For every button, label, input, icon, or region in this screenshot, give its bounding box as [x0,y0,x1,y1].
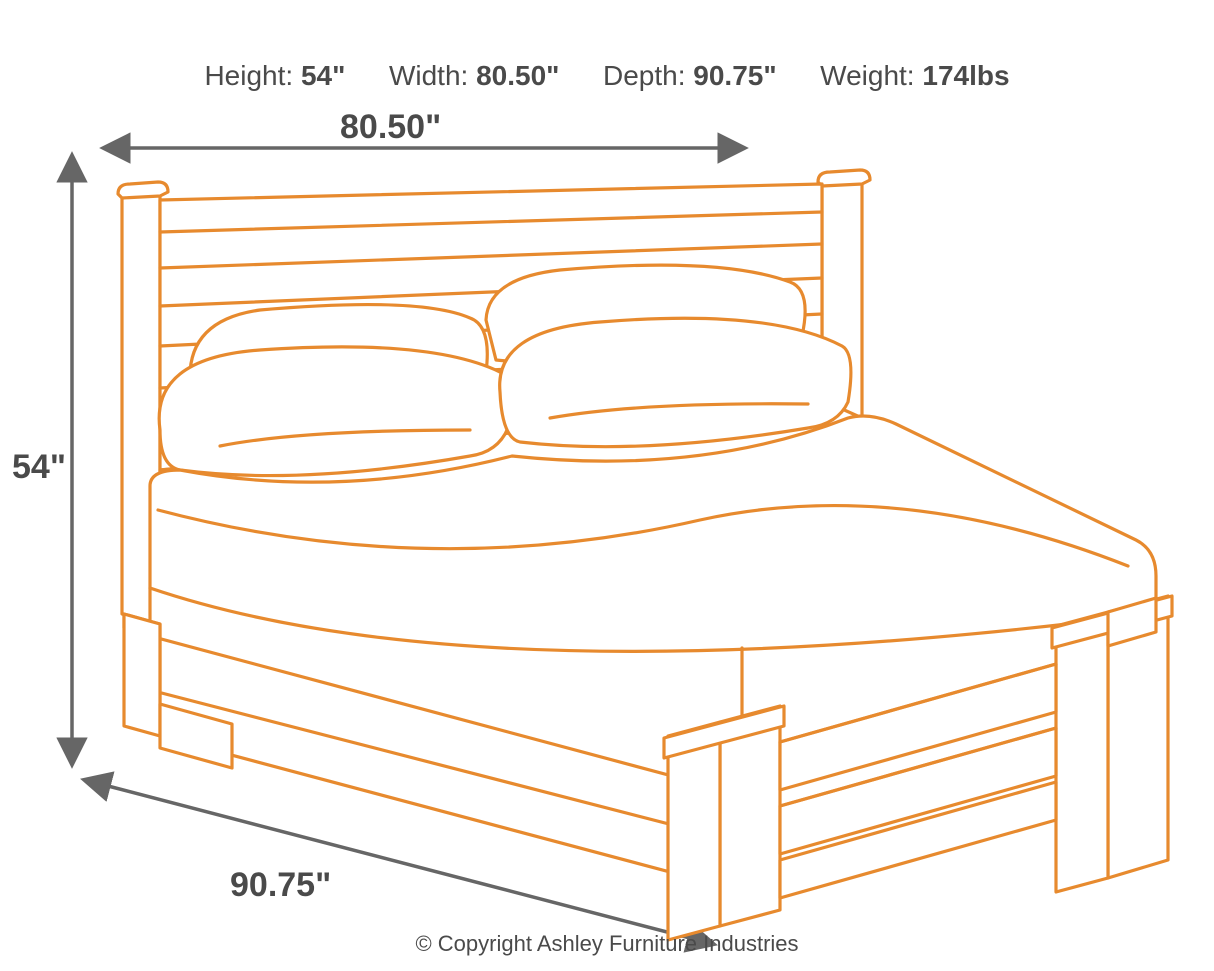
depth-callout: 90.75" [230,866,331,905]
drawing-svg [0,0,1214,971]
copyright-line: © Copyright Ashley Furniture Industries [0,931,1214,957]
height-callout: 54" [12,448,66,487]
width-callout: 80.50" [340,108,441,147]
bed-drawing [118,170,1172,940]
pillow-front-right [500,318,851,446]
diagram-canvas: Height: 54" Width: 80.50" Depth: 90.75" … [0,0,1214,971]
pillow-front-left [159,347,510,476]
